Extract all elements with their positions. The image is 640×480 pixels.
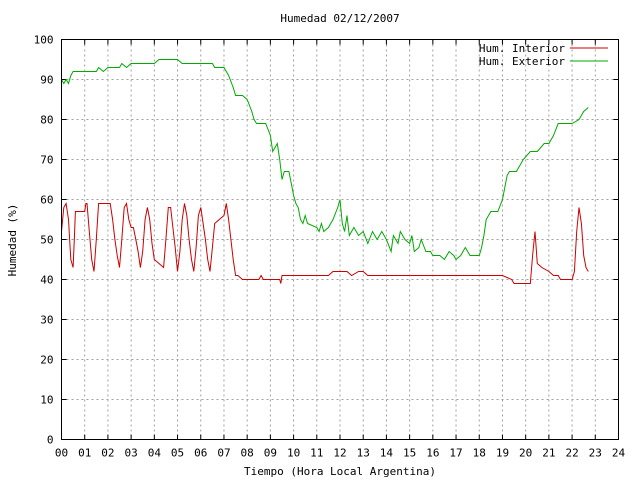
legend-label-interior: Hum. Interior	[479, 42, 565, 55]
legend: Hum. Interior Hum. Exterior	[479, 42, 608, 68]
y-tick-label: 40	[40, 274, 53, 287]
legend-label-exterior: Hum. Exterior	[479, 55, 565, 68]
y-axis-label: Humedad (%)	[6, 204, 19, 277]
x-tick-label: 11	[310, 447, 323, 460]
x-tick-label: 06	[194, 447, 207, 460]
x-tick-label: 09	[264, 447, 277, 460]
x-tick-label: 01	[78, 447, 91, 460]
x-tick-label: 04	[148, 447, 162, 460]
series-line-exterior	[61, 59, 589, 261]
x-tick-label: 22	[565, 447, 578, 460]
x-tick-label: 24	[612, 447, 626, 460]
x-tick-label: 05	[171, 447, 184, 460]
y-tick-label: 90	[40, 74, 53, 87]
y-tick-label: 50	[40, 234, 53, 247]
x-tick-label: 18	[473, 447, 486, 460]
x-tick-label: 23	[589, 447, 602, 460]
x-tick-label: 14	[380, 447, 394, 460]
x-tick-label: 03	[125, 447, 138, 460]
x-tick-label: 10	[287, 447, 300, 460]
x-tick-label: 00	[55, 447, 68, 460]
y-tick-label: 80	[40, 114, 53, 127]
x-tick-label: 08	[241, 447, 254, 460]
series-line-interior	[61, 201, 589, 284]
chart-title: Humedad 02/12/2007	[280, 12, 399, 25]
y-tick-label: 30	[40, 314, 53, 327]
y-tick-label: 70	[40, 154, 53, 167]
y-tick-label: 10	[40, 394, 53, 407]
x-tick-label: 12	[333, 447, 346, 460]
y-tick-label: 0	[47, 434, 54, 447]
y-tick-label: 20	[40, 354, 53, 367]
x-tick-label: 02	[101, 447, 114, 460]
x-tick-label: 17	[449, 447, 462, 460]
x-axis-label: Tiempo (Hora Local Argentina)	[244, 465, 436, 478]
grid	[61, 39, 619, 440]
y-tick-label: 60	[40, 194, 53, 207]
x-tick-label: 07	[217, 447, 230, 460]
x-tick-label: 19	[496, 447, 509, 460]
series-group	[61, 59, 589, 284]
x-tick-label: 21	[542, 447, 555, 460]
plot-frame	[61, 39, 619, 440]
x-tick-label: 20	[519, 447, 532, 460]
x-tick-label: 16	[426, 447, 439, 460]
axis-ticks: 0 10 20 30 40 50 60 70 80 90 100 00 01 02 03 04 05 06 07 08…	[34, 34, 626, 460]
y-tick-label: 100	[34, 34, 54, 47]
x-tick-label: 15	[403, 447, 416, 460]
x-tick-label: 13	[357, 447, 370, 460]
